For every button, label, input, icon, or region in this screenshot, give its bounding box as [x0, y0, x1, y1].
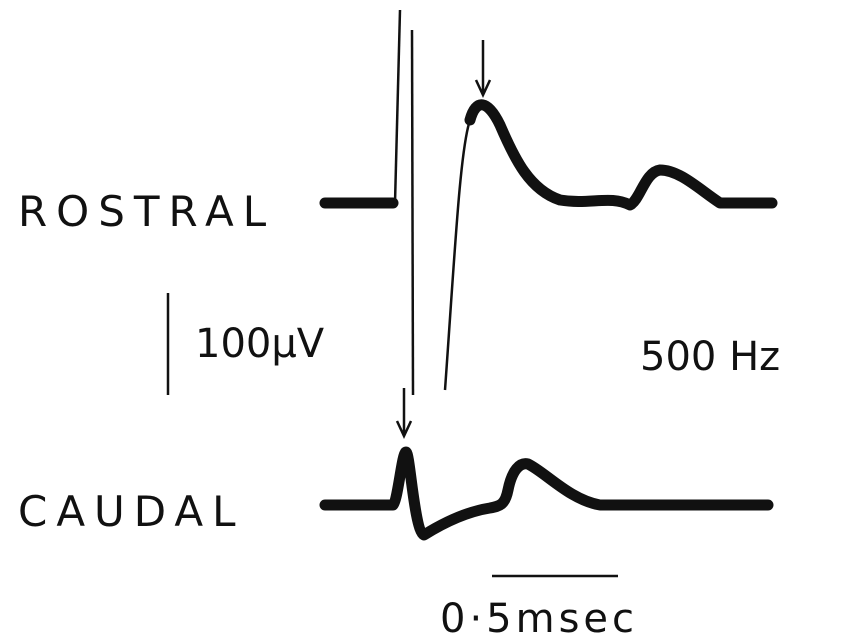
- time-scale-label: 0·5msec: [440, 596, 638, 641]
- rostral-rise: [445, 120, 470, 390]
- rostral-trace: [470, 105, 772, 205]
- voltage-scale-label: 100μV: [195, 321, 325, 367]
- rostral-arrow: [476, 40, 490, 95]
- page: ROSTRAL CAUDAL 100μV 500 Hz 0·5msec (() …: [0, 0, 846, 641]
- stimulus-artifact: [412, 30, 413, 395]
- caudal-trace: [325, 452, 768, 535]
- figure: ROSTRAL CAUDAL 100μV 500 Hz 0·5msec: [0, 0, 846, 641]
- rostral-label: ROSTRAL: [18, 187, 275, 236]
- caudal-arrow: [397, 388, 411, 436]
- stimulus-artifact: [395, 10, 400, 203]
- filter-label: 500 Hz: [640, 334, 780, 380]
- caudal-label: CAUDAL: [18, 487, 245, 536]
